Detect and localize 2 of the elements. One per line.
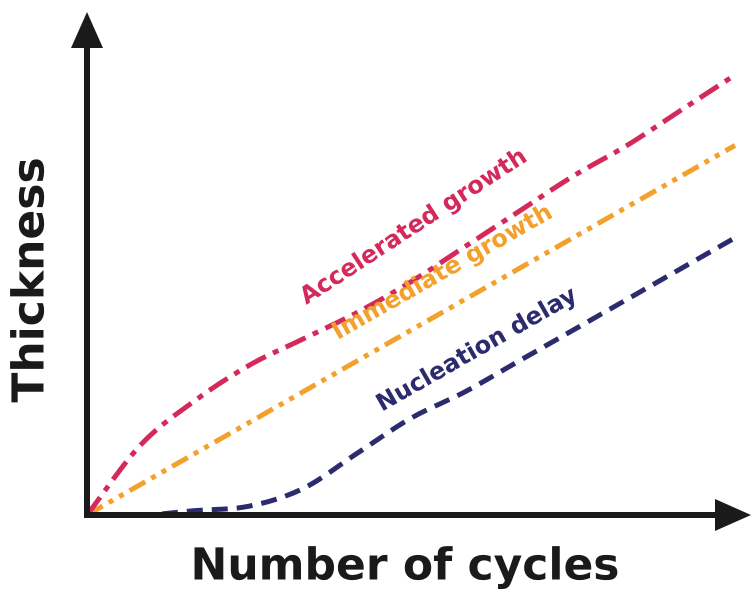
x-axis-title: Number of cycles (190, 539, 620, 590)
y-axis-title: Thickness (3, 157, 54, 403)
